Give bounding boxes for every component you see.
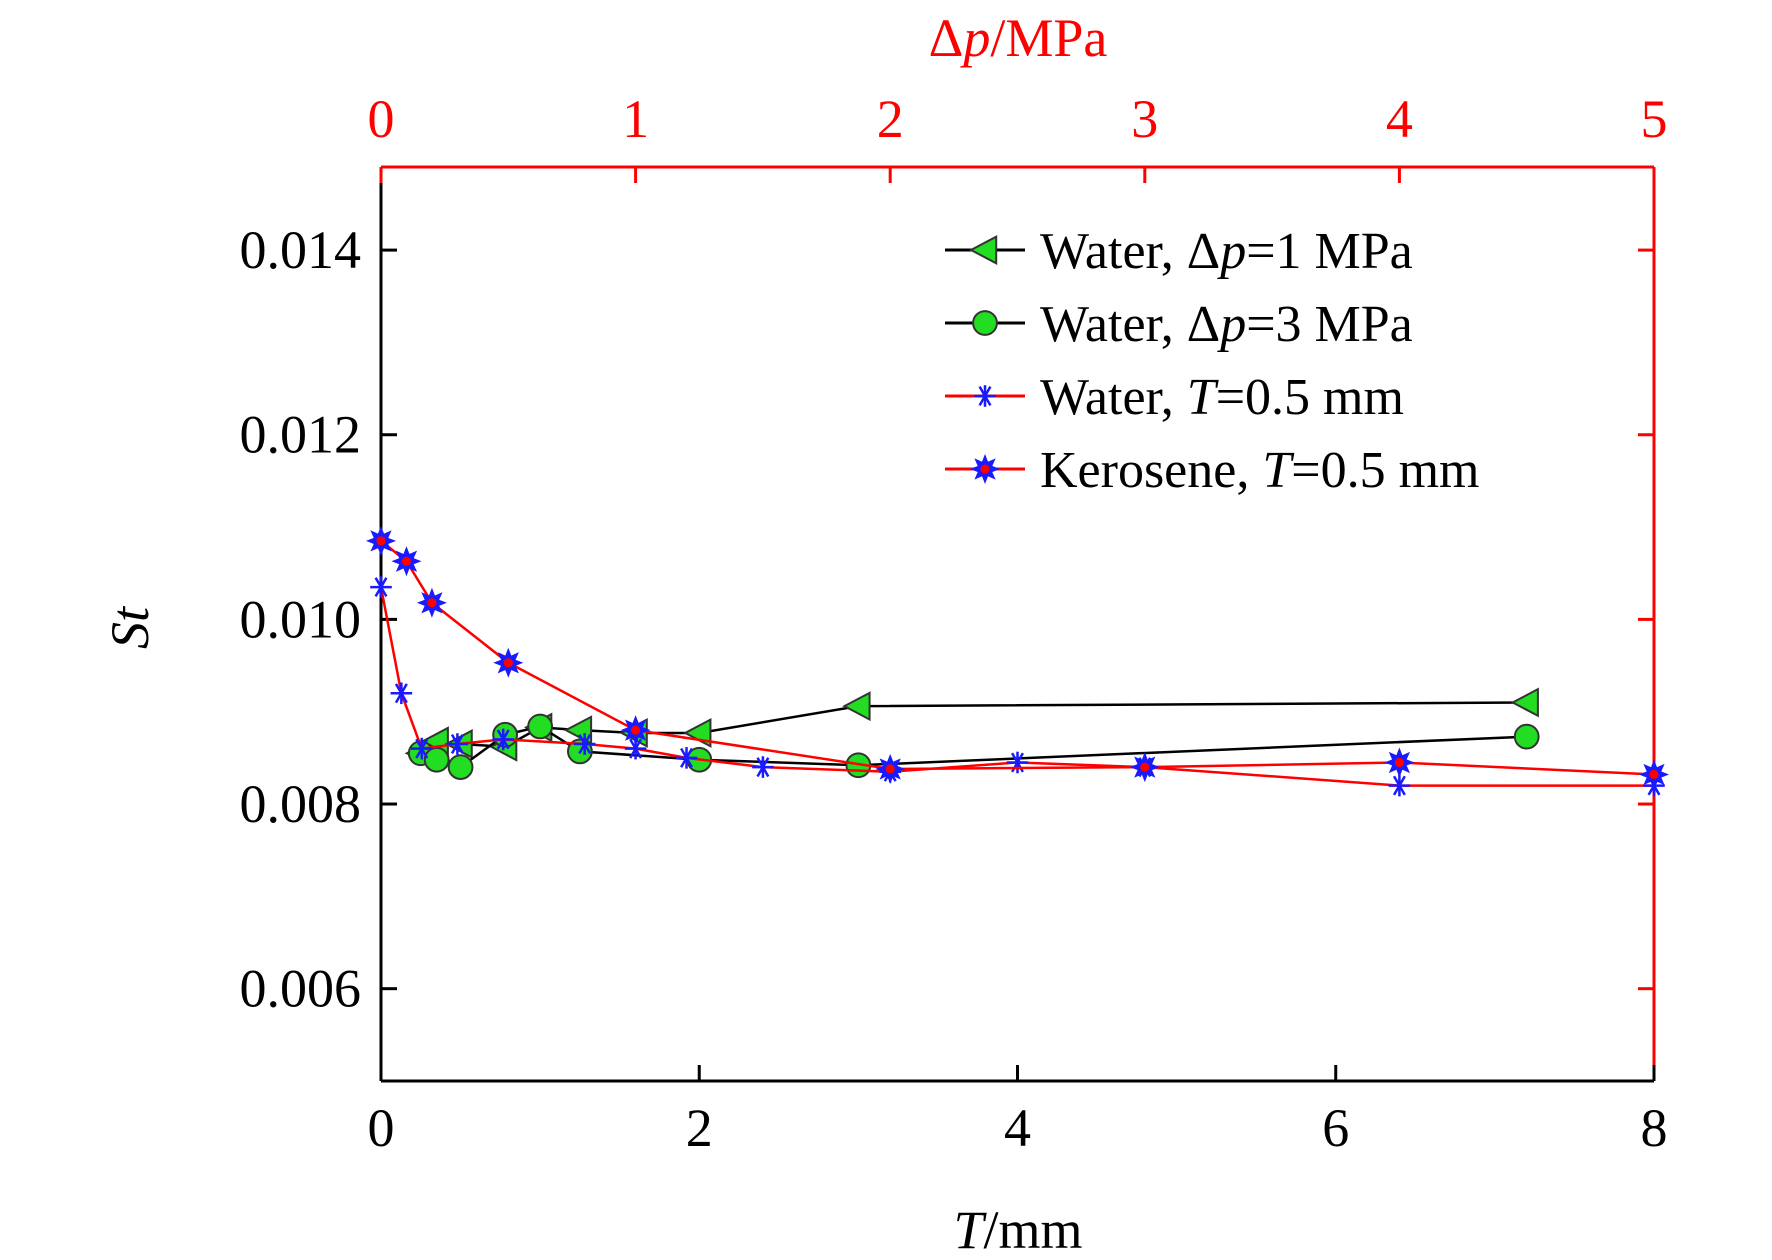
series-water-p-3-mpa bbox=[407, 713, 1540, 781]
point-marker bbox=[624, 737, 647, 760]
top-tick-label: 2 bbox=[877, 89, 904, 149]
series-kerosene-t-0-5-mm bbox=[365, 525, 1670, 790]
point-marker bbox=[365, 525, 397, 556]
x-tick-label: 4 bbox=[1004, 1098, 1031, 1158]
series-layer bbox=[365, 525, 1670, 797]
y-tick-label: 0.010 bbox=[240, 589, 362, 649]
legend-item: Kerosene, T=0.5 mm bbox=[945, 442, 1480, 499]
point-marker bbox=[969, 453, 1001, 485]
top-tick-label: 4 bbox=[1386, 89, 1413, 149]
point-marker bbox=[493, 647, 524, 678]
x-tick-label: 8 bbox=[1641, 1098, 1668, 1158]
x-tick-label: 6 bbox=[1322, 1098, 1349, 1158]
x-axis-title: T/mm bbox=[953, 1200, 1082, 1260]
top-tick-label: 5 bbox=[1641, 89, 1668, 149]
point-marker bbox=[527, 713, 554, 740]
point-marker bbox=[968, 235, 998, 265]
point-marker bbox=[1388, 774, 1411, 797]
y-axis-title: St bbox=[100, 605, 160, 649]
point-marker bbox=[370, 576, 392, 598]
point-marker bbox=[492, 728, 515, 751]
legend-item: Water, T=0.5 mm bbox=[945, 369, 1404, 426]
point-marker bbox=[1638, 759, 1670, 790]
legend-item: Water, Δp=3 MPa bbox=[945, 296, 1413, 353]
point-marker bbox=[423, 746, 450, 773]
point-marker bbox=[391, 546, 422, 577]
legend-label: Kerosene, T=0.5 mm bbox=[1040, 442, 1480, 499]
x-tick-label: 2 bbox=[686, 1098, 713, 1158]
top-tick-label: 3 bbox=[1131, 89, 1158, 149]
point-marker bbox=[620, 715, 651, 746]
point-marker bbox=[447, 754, 474, 781]
point-marker bbox=[446, 733, 469, 755]
point-marker bbox=[1384, 747, 1415, 778]
y-tick-label: 0.006 bbox=[240, 959, 362, 1019]
point-marker bbox=[972, 310, 998, 336]
top-tick-label: 1 bbox=[622, 89, 649, 149]
point-marker bbox=[390, 682, 413, 705]
plot-frame: 0 2 4 6 8 0 1 2 3 4 5 0.006 0.008 0.010 0.012 0.014 bbox=[240, 89, 1668, 1158]
legend-label: Water, Δp=1 MPa bbox=[1040, 223, 1413, 280]
top-tick-label: 0 bbox=[368, 89, 395, 149]
point-marker bbox=[675, 747, 698, 769]
point-marker bbox=[842, 691, 871, 722]
point-marker bbox=[1510, 687, 1539, 718]
point-marker bbox=[573, 733, 596, 755]
point-marker bbox=[974, 385, 996, 407]
top-axis-title: Δp/MPa bbox=[929, 8, 1108, 68]
legend-label: Water, T=0.5 mm bbox=[1040, 369, 1404, 426]
legend: Water, Δp=1 MPa Water, Δp=3 MPa Water, T=0… bbox=[945, 223, 1480, 499]
point-marker bbox=[410, 737, 433, 760]
point-marker bbox=[1006, 751, 1029, 774]
point-marker bbox=[416, 587, 447, 618]
y-tick-label: 0.008 bbox=[240, 774, 362, 834]
y-tick-label: 0.014 bbox=[240, 220, 362, 280]
point-marker bbox=[1129, 752, 1160, 783]
x-tick-label: 0 bbox=[368, 1098, 395, 1158]
point-marker bbox=[875, 753, 906, 784]
legend-item: Water, Δp=1 MPa bbox=[945, 223, 1413, 280]
point-marker bbox=[1513, 723, 1540, 750]
series-water-t-0-5-mm bbox=[370, 576, 1665, 797]
legend-label: Water, Δp=3 MPa bbox=[1040, 296, 1413, 353]
y-tick-label: 0.012 bbox=[240, 405, 362, 465]
point-marker bbox=[752, 756, 774, 778]
